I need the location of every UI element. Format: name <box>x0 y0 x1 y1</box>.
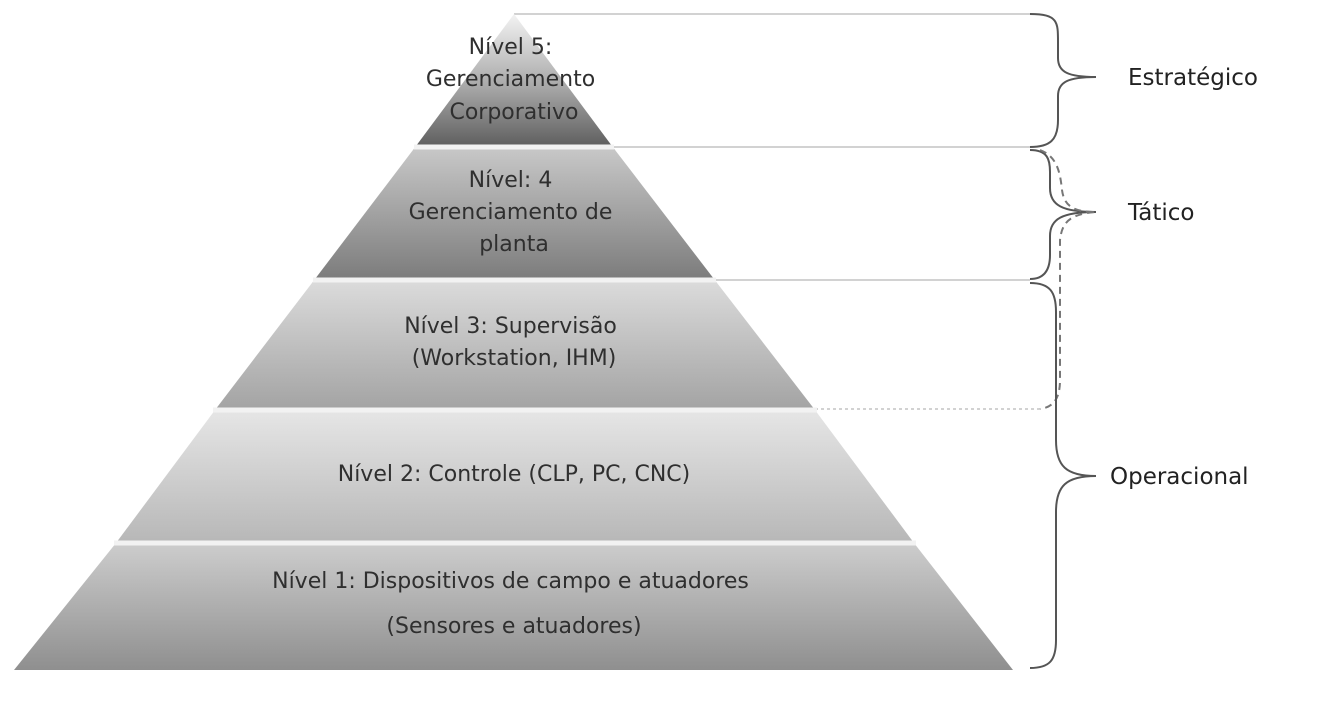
level-4-line-1: Nível: 4 <box>469 168 553 193</box>
operational-label: Operacional <box>1110 464 1249 490</box>
strategic-brace <box>1029 13 1097 148</box>
braces <box>1029 13 1097 669</box>
guide-lines <box>514 13 1040 410</box>
level-5-band <box>416 14 612 146</box>
level-3-label: Nível 3: Supervisão (Workstation, IHM) <box>404 314 624 371</box>
tactical-dashed-brace <box>1039 149 1097 410</box>
tactical-label: Tático <box>1127 200 1194 226</box>
level-5-label: Nível 5: Gerenciamento Corporativo <box>426 35 602 125</box>
level-5-line-1: Nível 5: <box>469 35 553 60</box>
level-1-line-1: Nível 1: Dispositivos de campo e atuador… <box>272 569 749 594</box>
level-5-line-2: Gerenciamento <box>426 67 595 92</box>
level-5-line-3: Corporativo <box>449 100 578 125</box>
group-labels: Estratégico Tático Operacional <box>1110 65 1258 490</box>
level-4-line-2: Gerenciamento de <box>409 200 613 225</box>
tactical-brace <box>1029 149 1097 280</box>
level-1-line-2: (Sensores e atuadores) <box>386 614 641 639</box>
level-2-label: Nível 2: Controle (CLP, PC, CNC) <box>338 462 691 487</box>
level-3-line-2: (Workstation, IHM) <box>412 346 617 371</box>
level-4-label: Nível: 4 Gerenciamento de planta <box>409 168 620 257</box>
level-2-band <box>116 410 914 543</box>
level-1-band <box>14 543 1013 670</box>
level-1-label: Nível 1: Dispositivos de campo e atuador… <box>272 569 756 639</box>
level-4-band <box>315 146 714 279</box>
level-labels: Nível 5: Gerenciamento Corporativo Nível… <box>272 35 756 639</box>
operational-brace <box>1029 282 1097 669</box>
pyramid <box>14 14 1013 670</box>
level-2-line-1: Nível 2: Controle (CLP, PC, CNC) <box>338 462 691 487</box>
level-3-band <box>215 279 815 410</box>
level-4-line-3: planta <box>479 232 549 257</box>
strategic-label: Estratégico <box>1128 65 1258 91</box>
level-3-line-1: Nível 3: Supervisão <box>404 314 617 339</box>
